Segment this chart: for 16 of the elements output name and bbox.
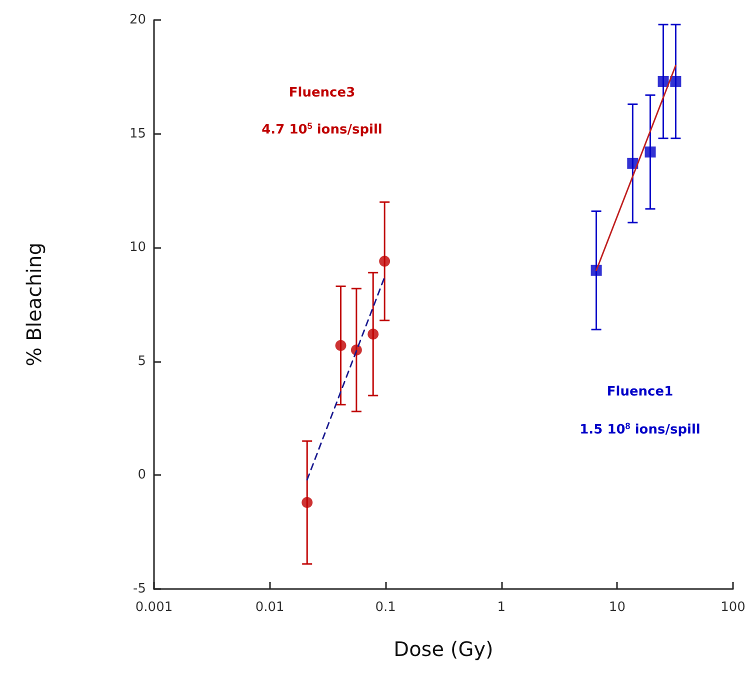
x-axis-title: Dose (Gy) [394,637,494,661]
y-tick-label: 10 [129,240,146,256]
y-axis-title: % Bleaching [22,242,46,366]
x-tick-label: 0.1 [375,600,396,615]
x-tick-label: 10 [608,600,626,615]
annotation: Fluence3 [288,86,356,100]
y-tick-label: 20 [129,12,146,28]
x-tick-label: 100 [720,600,746,615]
annotation: Fluence1 [606,384,674,400]
x-tick-label: 0.001 [135,600,173,615]
x-tick-label: 0.01 [255,600,284,615]
y-tick-label: 0 [138,468,146,483]
x-tick-label: 1 [497,600,506,615]
y-tick-label: 5 [138,354,146,369]
y-tick-label: -5 [133,582,146,596]
y-tick-label: 15 [129,126,146,142]
